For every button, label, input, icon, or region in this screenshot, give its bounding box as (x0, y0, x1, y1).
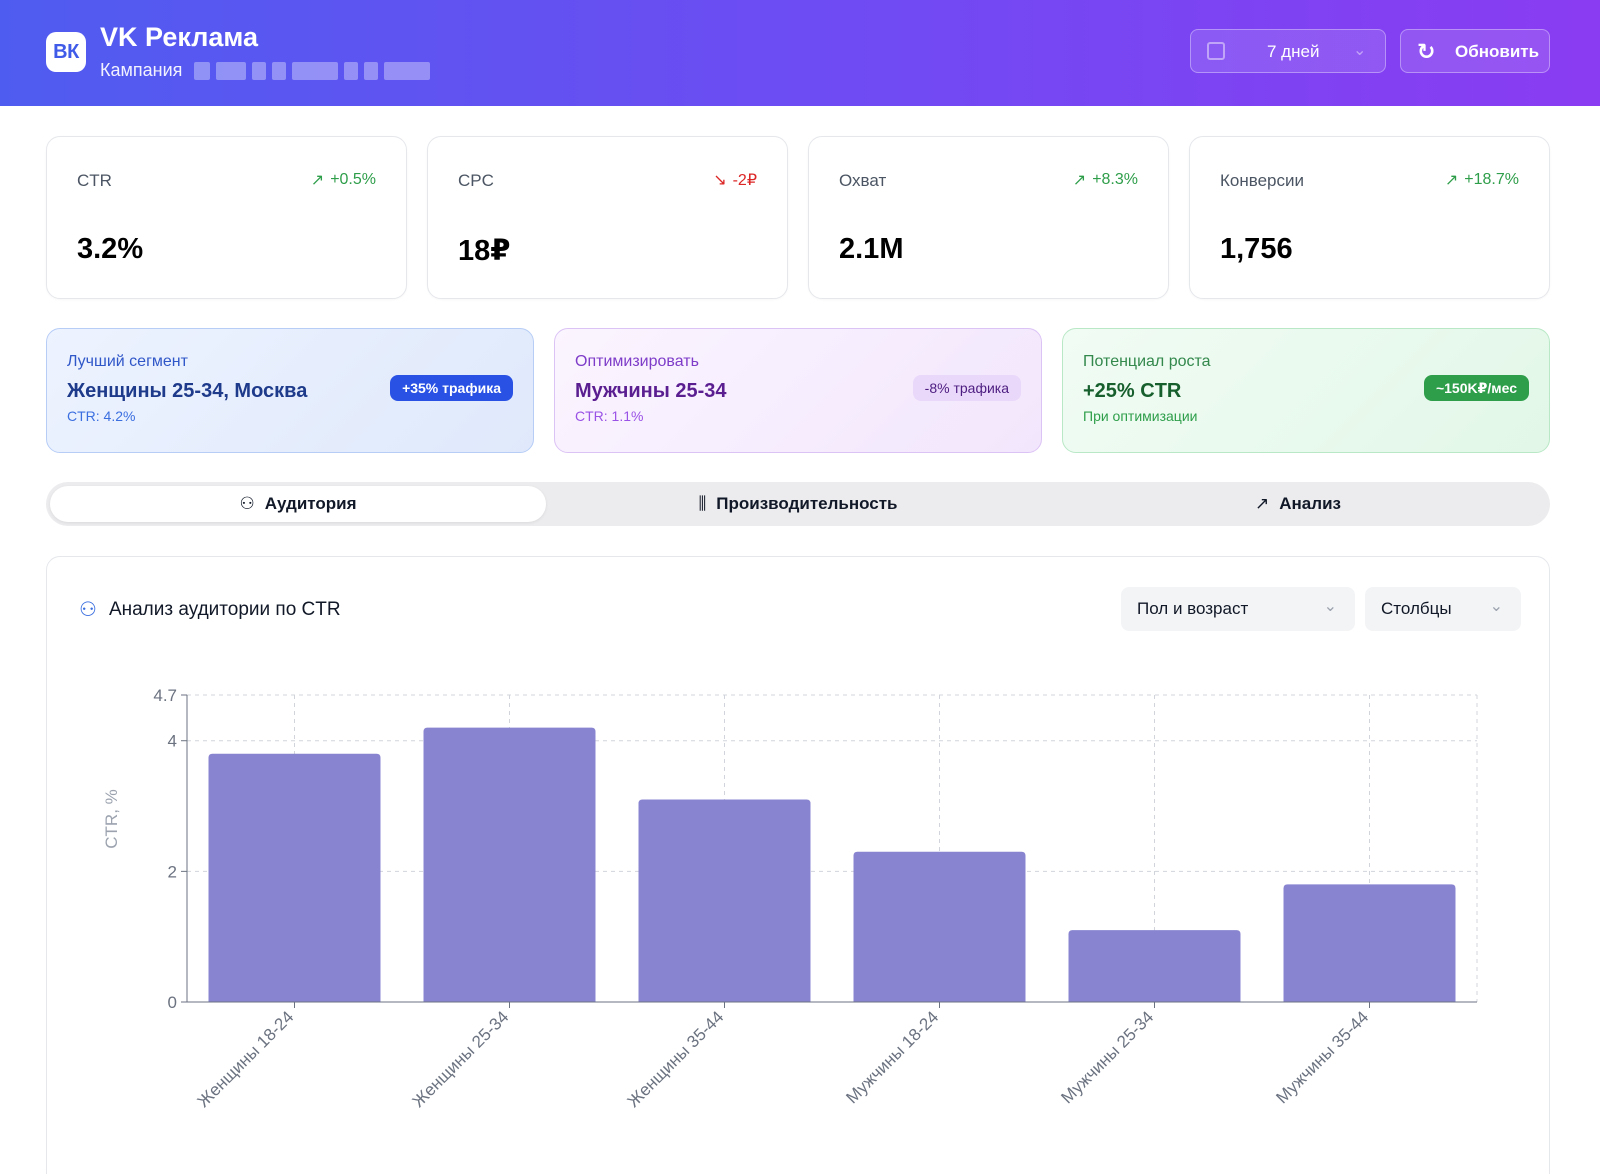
x-tick-label: Женщины 18-24 (194, 1007, 298, 1111)
tab-performance[interactable]: ⫼ Производительность (550, 486, 1046, 522)
y-tick-label: 4.7 (153, 686, 177, 705)
x-tick-label: Мужчины 35-44 (1272, 1007, 1372, 1107)
kpi-name: Конверсии (1220, 171, 1304, 190)
bar-chart-icon: ⫼ (698, 494, 707, 513)
users-icon: ⚇ (239, 494, 255, 513)
kpi-delta-value: -2₽ (732, 172, 757, 189)
audience-ctr-panel: ⚇ Анализ аудитории по CTR Пол и возраст … (46, 556, 1550, 1174)
group-by-value: Пол и возраст (1137, 599, 1249, 618)
campaign-label: Кампания (100, 60, 183, 80)
trending-up-icon: ↗ (1255, 494, 1270, 513)
chevron-down-icon: ⌄ (1353, 42, 1367, 59)
y-tick-label: 4 (168, 732, 177, 751)
kpi-card-ctr: CTR ↗ +0.5% 3.2% (46, 136, 407, 299)
trend-down-icon: ↘ (713, 172, 727, 189)
refresh-icon: ↻ (1417, 39, 1436, 64)
panel-title-text: Анализ аудитории по CTR (108, 598, 341, 620)
tab-label: Аудитория (264, 494, 357, 513)
kpi-delta: ↗ +0.5% (311, 170, 376, 190)
insight-sub: CTR: 4.2% (67, 408, 136, 424)
kpi-delta-value: +0.5% (330, 171, 376, 188)
kpi-name: CTR (77, 171, 112, 190)
kpi-value: 1,756 (1220, 233, 1293, 265)
vk-logo: ВК (46, 32, 86, 72)
insight-sub: При оптимизации (1083, 408, 1198, 424)
trend-up-icon: ↗ (1072, 172, 1087, 189)
tab-label: Производительность (716, 494, 898, 513)
bar (1068, 930, 1241, 1002)
kpi-delta: ↗ +18.7% (1445, 170, 1519, 190)
period-label: 7 дней (1267, 42, 1320, 61)
insight-badge: +35% трафика (390, 375, 513, 401)
kpi-value: 2.1M (839, 233, 904, 265)
refresh-button[interactable]: ↻ Обновить (1400, 29, 1550, 73)
bar (208, 753, 381, 1002)
insight-badge: ~150K₽/мес (1423, 375, 1529, 401)
insight-title: +25% CTR (1083, 380, 1182, 402)
insight-badge: -8% трафика (912, 375, 1021, 401)
app-header: ВК VK Реклама Кампания 7 дней ⌄ ↻ Обнови… (0, 0, 1600, 106)
kpi-name: CPC (458, 171, 494, 190)
kpi-delta: ↘ -2₽ (713, 170, 757, 190)
campaign-name: Кампания (100, 60, 431, 81)
tab-analysis[interactable]: ↗ Анализ (1050, 486, 1546, 522)
ctr-bar-chart: 0 2 4 4.7 Женщины 18-24 Женщины 25-34 Женщины … (102, 686, 1478, 1111)
chart-type-value: Столбцы (1381, 599, 1452, 618)
period-select[interactable]: 7 дней ⌄ (1190, 29, 1386, 73)
bar (1283, 884, 1456, 1002)
tab-bar: ⚇ Аудитория ⫼ Производительность ↗ Анали… (46, 482, 1550, 526)
calendar-icon (1207, 42, 1225, 60)
kpi-card-reach: Охват ↗ +8.3% 2.1M (808, 136, 1169, 299)
trend-up-icon: ↗ (310, 172, 325, 189)
bar (638, 799, 811, 1002)
insight-label: Оптимизировать (575, 353, 699, 370)
redacted-campaign-id (194, 61, 431, 80)
tab-label: Анализ (1279, 494, 1341, 513)
bar (853, 851, 1026, 1002)
bar (423, 727, 596, 1002)
kpi-delta: ↗ +8.3% (1073, 170, 1138, 190)
users-icon: ⚇ (79, 599, 97, 621)
tab-audience[interactable]: ⚇ Аудитория (50, 486, 546, 522)
insight-best-segment: Лучший сегмент Женщины 25-34, Москва CTR… (46, 328, 534, 453)
chevron-down-icon: ⌄ (1323, 598, 1337, 615)
insight-label: Лучший сегмент (67, 353, 188, 370)
insight-title: Мужчины 25-34 (575, 380, 727, 402)
kpi-value: 18₽ (458, 235, 511, 267)
chevron-down-icon: ⌄ (1489, 598, 1503, 615)
insight-growth-potential: Потенциал роста +25% CTR При оптимизации… (1062, 328, 1550, 453)
kpi-card-cpc: CPC ↘ -2₽ 18₽ (427, 136, 788, 299)
insight-sub: CTR: 1.1% (575, 408, 644, 424)
kpi-value: 3.2% (77, 233, 144, 265)
chart-type-select[interactable]: Столбцы ⌄ (1365, 587, 1521, 631)
x-tick-label: Женщины 35-44 (624, 1007, 728, 1111)
kpi-delta-value: +8.3% (1092, 171, 1138, 188)
y-axis-label: CTR, % (102, 789, 121, 849)
group-by-select[interactable]: Пол и возраст ⌄ (1121, 587, 1355, 631)
trend-up-icon: ↗ (1444, 172, 1459, 189)
y-tick-label: 2 (168, 862, 177, 881)
app-title: VK Реклама (100, 22, 259, 52)
insight-optimize: Оптимизировать Мужчины 25-34 CTR: 1.1% -… (554, 328, 1042, 453)
x-tick-label: Мужчины 18-24 (842, 1007, 942, 1107)
y-tick-label: 0 (168, 993, 177, 1012)
refresh-label: Обновить (1455, 42, 1540, 61)
x-tick-label: Мужчины 25-34 (1057, 1007, 1157, 1107)
insight-title: Женщины 25-34, Москва (67, 380, 308, 402)
insight-label: Потенциал роста (1083, 353, 1211, 370)
panel-title: ⚇ Анализ аудитории по CTR (79, 597, 341, 622)
kpi-delta-value: +18.7% (1464, 171, 1519, 188)
kpi-name: Охват (839, 171, 887, 190)
kpi-card-conversions: Конверсии ↗ +18.7% 1,756 (1189, 136, 1550, 299)
x-tick-label: Женщины 25-34 (409, 1007, 513, 1111)
